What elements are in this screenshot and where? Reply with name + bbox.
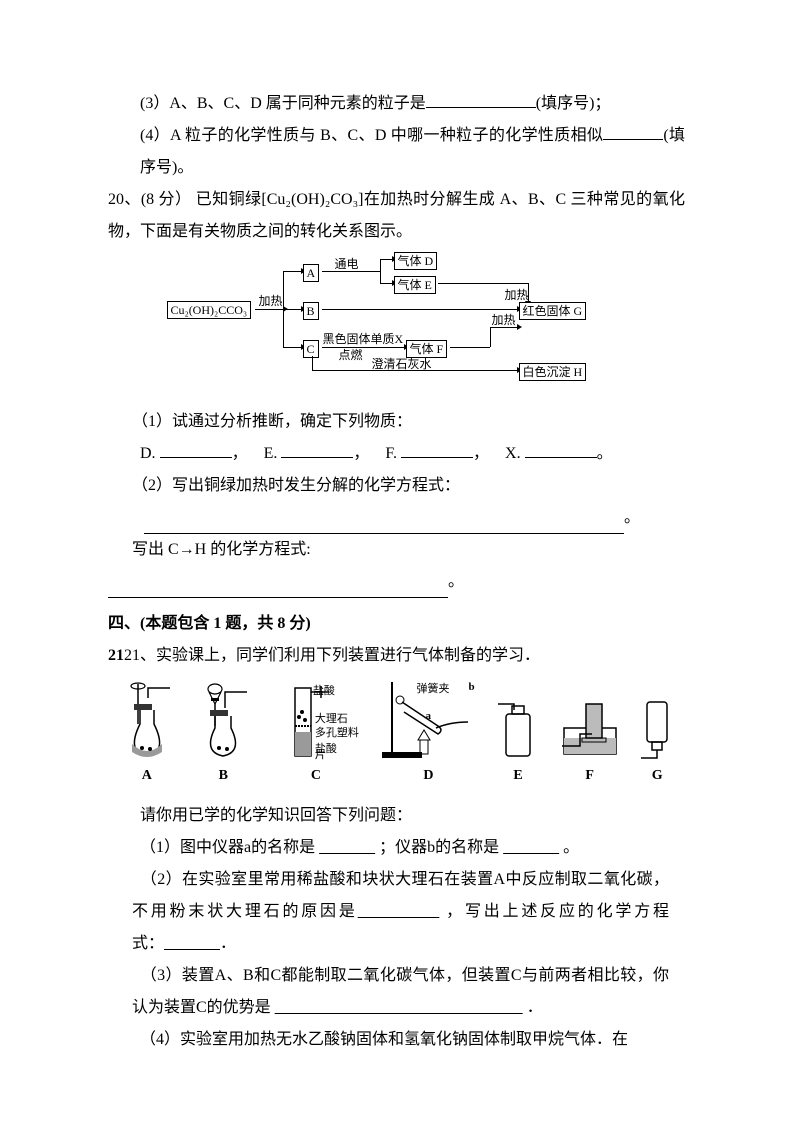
text: ；仪器b的名称是	[379, 839, 499, 856]
label: B	[219, 762, 228, 790]
label: G	[652, 762, 663, 790]
line	[312, 356, 313, 370]
a-label: a	[425, 705, 431, 727]
X-note: 黑色固体单质X	[323, 332, 404, 346]
line	[450, 347, 490, 348]
label-X: X.	[505, 445, 521, 462]
line	[255, 309, 283, 310]
q20-s3-line: 。	[108, 566, 685, 598]
sep: 。	[624, 509, 640, 526]
apparatus-C: 盐酸 大理石 多孔塑料片 盐酸 C	[271, 682, 361, 790]
q20-s2-line: 。	[108, 502, 685, 534]
line	[380, 259, 381, 283]
G-box: 红色固体 G	[519, 302, 587, 320]
line	[490, 327, 491, 347]
B-box: B	[303, 302, 319, 320]
q21-p2: （2）在实验室里常用稀盐酸和块状大理石在装置A中反应制取二氧化碳，不用粉末状大理…	[108, 864, 685, 960]
q20-diagram: Cu₂(OH)₂CCO₃ 加热 A 通电 气体 D 气体 E 加热 B 红色固体…	[108, 256, 685, 398]
H-box: 白色沉淀 H	[519, 363, 587, 381]
q21-p1: （1）图中仪器a的名称是 ；仪器b的名称是 。	[108, 832, 685, 864]
heating3: 加热	[492, 313, 516, 327]
label: F	[585, 762, 594, 790]
label: E	[513, 762, 522, 790]
text: (4）A 粒子的化学性质与 B、C、D 中哪一种粒子的化学性质相似	[140, 127, 603, 144]
sep: ，	[232, 445, 248, 462]
tongdian: 通电	[335, 257, 359, 271]
blank-line[interactable]	[108, 597, 448, 598]
heating-label: 加热	[259, 294, 283, 308]
sep: ，	[353, 445, 369, 462]
label: D	[423, 762, 433, 790]
C-box: C	[303, 340, 319, 358]
lime: 澄清石灰水	[372, 357, 432, 371]
q20-header: 20、(8 分） 已知铜绿[Cu₂(OH)₂CO₃]在加热时分解生成 A、B、C…	[108, 184, 685, 248]
b-label: b	[468, 676, 474, 698]
text: (3）A、B、C、D 属于同种元素的粒子是	[140, 95, 426, 112]
apparatus-A: A	[118, 682, 176, 790]
acid2-label: 盐酸	[315, 738, 337, 760]
heating2: 加热	[505, 288, 529, 302]
section4-title: 四、(本题包含 1 题，共 8 分)	[108, 608, 685, 640]
text: ．	[220, 935, 236, 952]
q20-s1: （1）试通过分析推断，确定下列物质：	[108, 406, 685, 438]
q19-sub3: (3）A、B、C、D 属于同种元素的粒子是 (填序号)；	[108, 88, 685, 120]
q20-s2: （2）写出铜绿加热时发生分解的化学方程式：	[108, 470, 685, 502]
line	[283, 309, 301, 310]
src-box: Cu₂(OH)₂CCO₃	[167, 301, 252, 319]
sep: 。	[597, 445, 613, 462]
q21-p3: （3）装置A、B和C都能制取二氧化碳气体，但装置C与前两者相比较，你认为装置C的…	[108, 960, 685, 1024]
sep: ，	[473, 445, 489, 462]
q21-apparatus: A B 盐酸 大理石 多孔塑料片	[108, 680, 685, 792]
q21-p4: （4）实验室用加热无水乙酸钠固体和氢氧化钠固体制取甲烷气体．在	[108, 1024, 685, 1056]
apparatus-E: E	[496, 698, 540, 790]
E-box: 气体 E	[394, 276, 436, 294]
q21-header: 2121、实验课上，同学们利用下列装置进行气体制备的学习．	[108, 640, 685, 672]
blank-E[interactable]	[281, 441, 353, 458]
blank[interactable]	[603, 123, 663, 140]
q20-s1-blanks: D. ， E. ， F. ， X. 。	[108, 438, 685, 470]
line	[322, 309, 517, 310]
apparatus-D: 弹簧夹 a b D	[380, 682, 476, 790]
D-box: 气体 D	[394, 252, 438, 270]
blank-X[interactable]	[525, 441, 597, 458]
line	[392, 347, 404, 348]
apparatus-B: B	[195, 682, 251, 790]
A-box: A	[303, 264, 320, 282]
xian: 弹簧夹	[416, 678, 449, 700]
q21-intro: 请你用已学的化学知识回答下列问题：	[108, 800, 685, 832]
line	[283, 271, 301, 272]
sep: 。	[448, 573, 464, 590]
line	[380, 259, 392, 260]
text: (填序号)；	[536, 95, 611, 112]
acid-label: 盐酸	[313, 680, 335, 702]
text: ．	[527, 999, 543, 1016]
dianran: 点燃	[339, 348, 363, 362]
blank-D[interactable]	[160, 441, 232, 458]
apparatus-G: G	[639, 698, 675, 790]
blank-F[interactable]	[401, 441, 473, 458]
label: C	[311, 762, 321, 790]
line	[380, 283, 392, 284]
label-D: D.	[140, 445, 156, 462]
blank[interactable]	[426, 91, 536, 108]
text: 。	[563, 839, 579, 856]
q20-s3: 写出 C→H 的化学方程式:	[108, 534, 685, 566]
line	[438, 283, 528, 284]
q19-sub4: (4）A 粒子的化学性质与 B、C、D 中哪一种粒子的化学性质相似(填序号)。	[108, 120, 685, 184]
label-F: F.	[385, 445, 397, 462]
label-E: E.	[264, 445, 278, 462]
line	[283, 347, 301, 348]
text: （1）图中仪器a的名称是	[140, 839, 315, 856]
apparatus-F: F	[560, 698, 620, 790]
F-box: 气体 F	[406, 340, 448, 358]
label: A	[142, 762, 152, 790]
